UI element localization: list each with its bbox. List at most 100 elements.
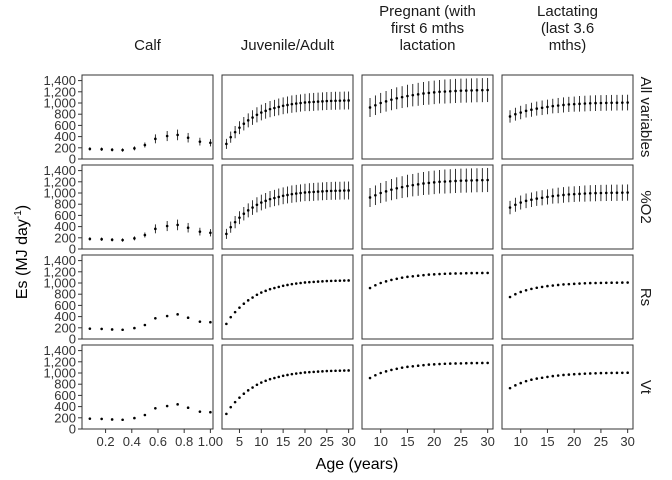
data-point bbox=[299, 191, 302, 195]
data-point bbox=[255, 293, 259, 297]
data-point bbox=[621, 371, 624, 375]
data-point bbox=[535, 286, 539, 290]
data-point bbox=[546, 195, 549, 199]
data-point bbox=[599, 101, 603, 105]
panel-border bbox=[221, 254, 354, 340]
data-point bbox=[316, 370, 320, 373]
data-point bbox=[312, 100, 316, 104]
data-point bbox=[238, 126, 241, 129]
data-point bbox=[251, 206, 254, 209]
data-point bbox=[395, 186, 399, 190]
data-point bbox=[290, 372, 294, 376]
data-point bbox=[583, 192, 587, 195]
data-point bbox=[186, 136, 190, 140]
panel-border bbox=[361, 254, 494, 340]
data-point bbox=[374, 193, 377, 197]
data-point bbox=[281, 104, 285, 108]
data-point bbox=[464, 179, 468, 182]
y-tick-label: 0 bbox=[69, 332, 76, 347]
data-point bbox=[390, 368, 393, 372]
data-point bbox=[154, 316, 157, 320]
data-point bbox=[334, 99, 337, 103]
data-point bbox=[88, 417, 92, 420]
panel-vo2-lactating bbox=[501, 164, 634, 250]
y-tick-label: 600 bbox=[54, 208, 76, 223]
data-point bbox=[594, 281, 597, 285]
data-point bbox=[308, 190, 311, 194]
data-point bbox=[481, 88, 484, 92]
y-tick-label: 1,400 bbox=[43, 163, 76, 178]
data-point bbox=[368, 376, 372, 380]
data-point bbox=[198, 410, 202, 413]
data-point bbox=[583, 372, 587, 375]
data-point bbox=[519, 111, 523, 114]
x-axes: 0.2 0.4 0.6 0.8 1.00 5 10 15 20 25 30 10 15 20 25 30 10 1… bbox=[97, 429, 635, 449]
facet-title-pregnant: Pregnant (with bbox=[379, 3, 476, 20]
data-point bbox=[514, 203, 517, 207]
data-point bbox=[379, 191, 383, 195]
data-point bbox=[143, 413, 147, 417]
data-point bbox=[406, 275, 409, 279]
data-point bbox=[556, 104, 560, 107]
data-point bbox=[400, 95, 404, 99]
data-point bbox=[406, 365, 409, 369]
data-point bbox=[342, 279, 346, 282]
data-point bbox=[165, 404, 169, 408]
panel-border bbox=[221, 344, 354, 430]
data-point bbox=[303, 101, 307, 104]
data-point bbox=[390, 98, 393, 101]
data-point bbox=[524, 109, 528, 113]
data-point bbox=[100, 417, 103, 421]
data-point bbox=[260, 111, 263, 114]
data-point bbox=[519, 381, 523, 385]
data-point bbox=[475, 271, 479, 275]
data-point bbox=[572, 102, 576, 106]
panel-vt-lactating bbox=[501, 344, 634, 430]
data-point bbox=[626, 371, 629, 375]
data-point bbox=[165, 224, 169, 228]
data-point bbox=[325, 369, 329, 373]
data-point bbox=[443, 272, 447, 276]
data-point bbox=[546, 284, 549, 288]
y-tick-label: 1,200 bbox=[43, 174, 76, 189]
data-point bbox=[626, 101, 629, 104]
data-point bbox=[530, 108, 533, 112]
data-point bbox=[427, 91, 431, 95]
x-tick-label: 20 bbox=[298, 434, 312, 449]
data-point bbox=[246, 299, 250, 302]
x-tick-label: 20 bbox=[567, 434, 581, 449]
data-point bbox=[143, 323, 147, 327]
data-point bbox=[176, 313, 179, 316]
data-point bbox=[432, 273, 436, 276]
y-tick-label: 200 bbox=[54, 410, 76, 425]
data-point bbox=[368, 106, 372, 109]
data-point bbox=[290, 282, 294, 286]
x-tick-label: 25 bbox=[594, 434, 608, 449]
panel-all-calf bbox=[81, 74, 214, 160]
data-point bbox=[264, 289, 267, 293]
y-tick-label: 400 bbox=[54, 309, 76, 324]
data-point bbox=[342, 369, 346, 372]
data-point bbox=[312, 280, 316, 284]
x-tick-label: 25 bbox=[454, 434, 468, 449]
data-point bbox=[540, 196, 544, 200]
data-point bbox=[530, 378, 533, 382]
data-point bbox=[229, 225, 233, 229]
data-point bbox=[255, 383, 259, 387]
data-point bbox=[186, 226, 190, 230]
x-tick-label: 15 bbox=[540, 434, 554, 449]
x-tick-label: 25 bbox=[320, 434, 334, 449]
data-point bbox=[368, 196, 372, 199]
row-strips: All variables %O2 Rs Vt bbox=[637, 77, 654, 395]
y-tick-label: 800 bbox=[54, 377, 76, 392]
data-point bbox=[588, 372, 592, 375]
data-point bbox=[594, 191, 597, 195]
data-point bbox=[133, 237, 136, 240]
x-tick-label: 0.4 bbox=[123, 434, 141, 449]
row-strip-all: All variables bbox=[637, 77, 654, 158]
data-point bbox=[238, 396, 241, 399]
data-point bbox=[540, 376, 544, 380]
data-point bbox=[347, 99, 350, 102]
x-tick-label: 0.6 bbox=[149, 434, 167, 449]
data-point bbox=[255, 113, 259, 117]
